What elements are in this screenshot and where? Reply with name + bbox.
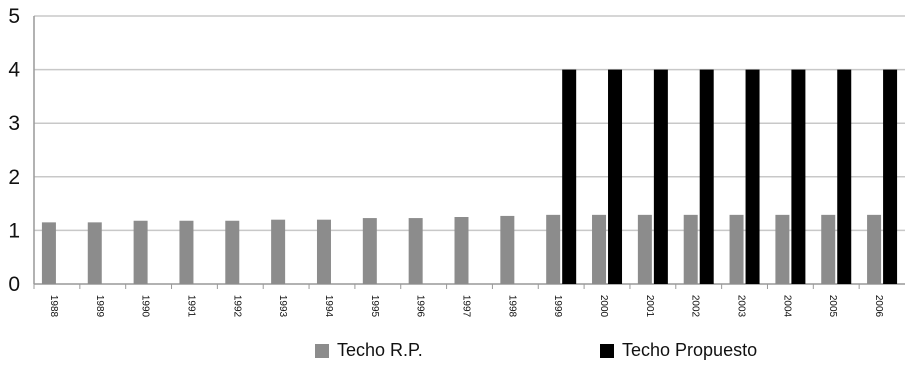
x-tick-label: 2002: [690, 295, 701, 318]
legend-swatch-techo-propuesto: [600, 343, 614, 358]
bar-techo-rp: [408, 218, 423, 284]
bar-techo-propuesto: [837, 69, 852, 284]
x-tick-label: 1990: [140, 295, 151, 318]
x-tick-label: 1999: [552, 295, 563, 318]
bar-techo-propuesto: [699, 69, 714, 284]
bar-techo-rp: [271, 219, 286, 284]
bar-techo-rp: [179, 220, 194, 284]
y-tick-label: 4: [8, 59, 20, 82]
bar-techo-rp: [729, 214, 744, 284]
y-tick-label: 0: [8, 273, 20, 296]
bar-techo-propuesto: [745, 69, 760, 284]
bar-techo-rp: [133, 220, 148, 284]
bar-techo-rp: [362, 218, 377, 284]
x-tick-label: 2003: [736, 295, 747, 318]
bar-techo-propuesto: [653, 69, 668, 284]
bar-techo-rp: [683, 214, 698, 284]
x-tick-label: 1995: [369, 295, 380, 318]
x-tick-label: 1988: [48, 295, 59, 318]
x-tick-label: 2005: [827, 295, 838, 318]
x-tick-label: 2004: [781, 295, 792, 318]
bar-techo-rp: [454, 217, 469, 284]
x-tick-label: 1998: [506, 295, 517, 318]
x-tick-label: 2000: [598, 295, 609, 318]
bar-techo-propuesto: [608, 69, 623, 284]
legend-label-techo-rp: Techo R.P.: [337, 340, 423, 360]
x-tick-label: 1992: [231, 295, 242, 318]
x-tick-label: 2001: [644, 295, 655, 318]
x-tick-label: 1991: [185, 295, 196, 318]
legend-label-techo-propuesto: Techo Propuesto: [622, 340, 758, 360]
legend-swatch-techo-rp: [315, 343, 329, 358]
bar-techo-propuesto: [791, 69, 806, 284]
bar-techo-rp: [41, 222, 56, 284]
bar-techo-rp: [500, 215, 515, 284]
x-tick-label: 1996: [415, 295, 426, 318]
x-tick-label: 1989: [94, 295, 105, 318]
legend-item-techo-rp: Techo R.P.: [315, 340, 423, 361]
x-tick-label: 1994: [323, 295, 334, 318]
bar-techo-rp: [546, 214, 561, 284]
x-tick-label: 1997: [461, 295, 472, 318]
bar-techo-rp: [87, 222, 102, 284]
bar-techo-rp: [775, 214, 790, 284]
y-tick-label: 5: [8, 5, 20, 28]
x-tick-label: 1993: [277, 295, 288, 318]
bar-techo-rp: [225, 220, 240, 284]
bar-techo-rp: [821, 214, 836, 284]
bar-techo-rp: [867, 214, 882, 284]
bar-techo-rp: [592, 214, 607, 284]
y-tick-label: 2: [8, 166, 20, 189]
bar-techo-rp: [316, 219, 331, 284]
x-tick-label: 2006: [873, 295, 884, 318]
legend-item-techo-propuesto: Techo Propuesto: [600, 340, 757, 361]
y-tick-label: 1: [8, 219, 20, 242]
bar-techo-propuesto: [883, 69, 898, 284]
bar-techo-rp: [637, 214, 652, 284]
legend: Techo R.P. Techo Propuesto: [0, 340, 909, 364]
bar-techo-propuesto: [562, 69, 577, 284]
y-tick-label: 3: [8, 112, 20, 135]
